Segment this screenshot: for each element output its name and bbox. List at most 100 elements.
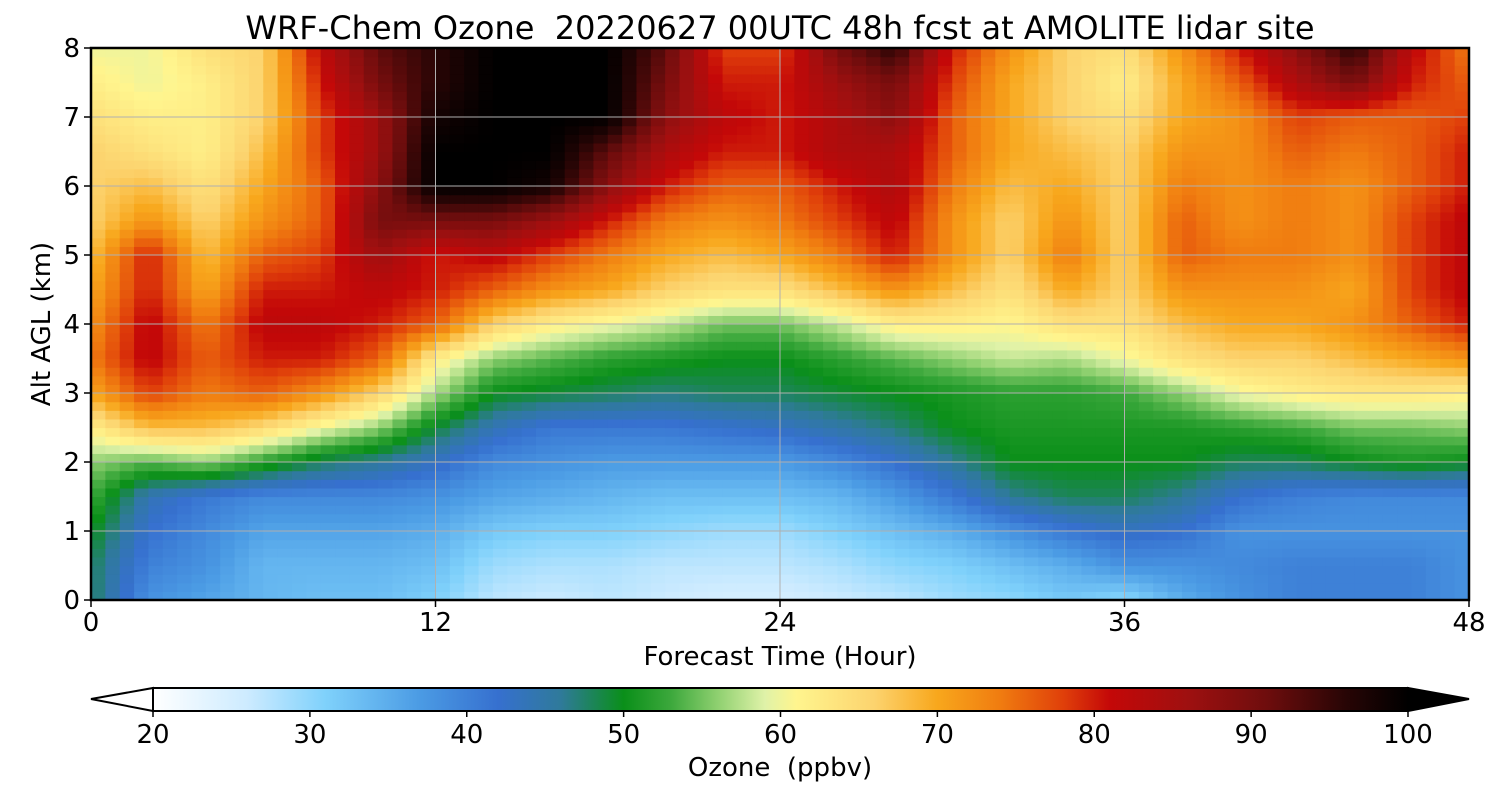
heatmap-cell	[550, 332, 566, 342]
heatmap-cell	[593, 487, 609, 498]
heatmap-cell	[1368, 582, 1384, 592]
heatmap-cell	[550, 393, 566, 403]
heatmap-cell	[535, 556, 551, 567]
heatmap-cell	[966, 246, 982, 256]
heatmap-cell	[837, 324, 853, 334]
heatmap-cell	[1454, 496, 1469, 506]
heatmap-cell	[248, 565, 264, 575]
heatmap-cell	[1009, 220, 1025, 230]
heatmap-cell	[263, 487, 279, 498]
heatmap-cell	[1253, 341, 1269, 351]
heatmap-cell	[435, 505, 451, 515]
heatmap-cell	[119, 479, 135, 489]
heatmap-cell	[449, 427, 465, 437]
heatmap-cell	[1124, 496, 1140, 506]
heatmap-cell	[1454, 186, 1469, 196]
heatmap-cell	[1210, 496, 1226, 506]
heatmap-cell	[794, 315, 810, 325]
heatmap-cell	[1382, 496, 1398, 506]
heatmap-cell	[478, 505, 494, 515]
heatmap-cell	[162, 436, 178, 446]
heatmap-cell	[765, 418, 781, 429]
heatmap-cell	[880, 505, 896, 515]
heatmap-cell	[622, 220, 638, 230]
heatmap-cell	[1268, 349, 1283, 360]
heatmap-cell	[894, 522, 910, 532]
heatmap-cell	[1124, 211, 1140, 222]
heatmap-cell	[1411, 427, 1427, 437]
heatmap-cell	[464, 479, 480, 489]
heatmap-cell	[937, 375, 953, 385]
heatmap-cell	[1354, 341, 1370, 351]
heatmap-cell	[794, 194, 810, 204]
heatmap-cell	[148, 358, 164, 368]
heatmap-cell	[1196, 427, 1212, 437]
heatmap-cell	[234, 332, 250, 342]
heatmap-cell	[794, 548, 810, 558]
heatmap-cell	[1440, 306, 1456, 316]
heatmap-cell	[1411, 548, 1427, 558]
heatmap-cell	[1210, 324, 1226, 334]
heatmap-cell	[162, 220, 178, 230]
heatmap-cell	[909, 582, 925, 592]
heatmap-cell	[1024, 324, 1039, 334]
heatmap-cell	[191, 315, 207, 325]
heatmap-cell	[521, 229, 537, 239]
heatmap-cell	[492, 375, 508, 385]
heatmap-cell	[665, 444, 681, 454]
heatmap-cell	[105, 384, 121, 394]
heatmap-cell	[780, 548, 795, 558]
heatmap-cell	[736, 401, 752, 411]
heatmap-cell	[1196, 565, 1212, 575]
heatmap-cell	[162, 324, 178, 334]
heatmap-cell	[91, 358, 106, 368]
heatmap-cell	[593, 160, 609, 170]
heatmap-cell	[349, 272, 365, 282]
heatmap-cell	[1425, 556, 1441, 567]
heatmap-cell	[134, 556, 150, 567]
heatmap-cell	[665, 384, 681, 394]
heatmap-cell	[564, 462, 580, 472]
heatmap-cell	[263, 436, 279, 446]
heatmap-cell	[1110, 237, 1126, 247]
heatmap-cell	[894, 496, 910, 506]
heatmap-cell	[1196, 280, 1212, 291]
heatmap-cell	[478, 367, 494, 377]
heatmap-cell	[1311, 203, 1327, 213]
heatmap-cell	[1411, 324, 1427, 334]
heatmap-cell	[1081, 160, 1097, 170]
heatmap-cell	[535, 272, 551, 282]
heatmap-cell	[378, 462, 394, 472]
heatmap-cell	[593, 289, 609, 299]
heatmap-cell	[894, 487, 910, 498]
heatmap-cell	[1052, 203, 1068, 213]
heatmap-cell	[464, 487, 480, 498]
heatmap-cell	[177, 496, 193, 506]
heatmap-cell	[923, 556, 939, 567]
heatmap-cell	[1138, 556, 1154, 567]
heatmap-cell	[1425, 436, 1441, 446]
heatmap-cell	[1181, 513, 1197, 523]
heatmap-cell	[335, 582, 350, 592]
heatmap-cell	[1454, 574, 1469, 584]
heatmap-cell	[1124, 531, 1140, 541]
heatmap-cell	[507, 306, 523, 316]
heatmap-cell	[607, 341, 623, 351]
heatmap-cell	[607, 306, 623, 316]
heatmap-cell	[1368, 246, 1384, 256]
heatmap-cell	[435, 470, 451, 480]
heatmap-cell	[794, 531, 810, 541]
heatmap-cell	[1425, 418, 1441, 429]
heatmap-cell	[335, 315, 350, 325]
heatmap-cell	[435, 289, 451, 299]
heatmap-cell	[995, 358, 1011, 368]
heatmap-cell	[722, 393, 738, 403]
heatmap-cell	[1382, 393, 1398, 403]
heatmap-cell	[1311, 393, 1327, 403]
heatmap-cell	[406, 298, 422, 308]
heatmap-cell	[1210, 160, 1226, 170]
heatmap-cell	[665, 479, 681, 489]
heatmap-cell	[234, 556, 250, 567]
heatmap-cell	[378, 332, 394, 342]
heatmap-cell	[1382, 453, 1398, 463]
